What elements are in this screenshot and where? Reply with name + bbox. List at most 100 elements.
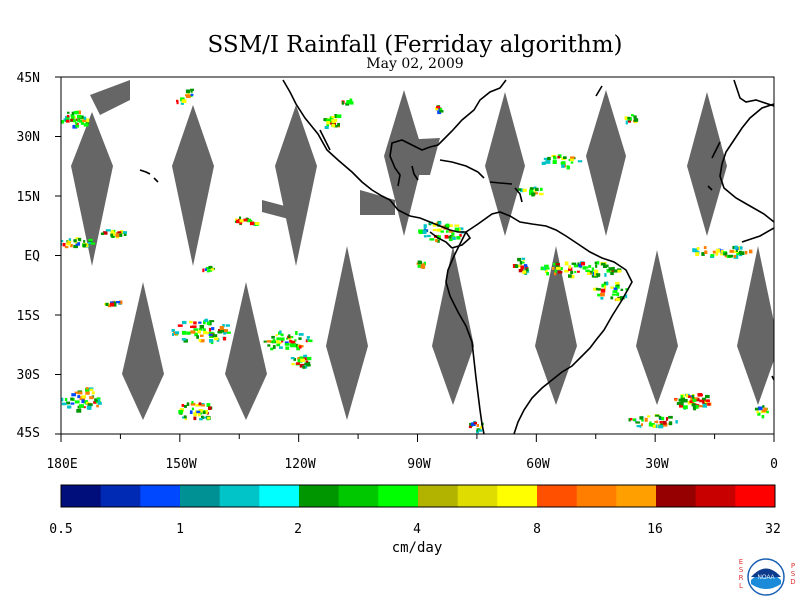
colorbar-swatch: [299, 485, 340, 507]
rain-cell: [325, 118, 331, 122]
rain-cell: [346, 100, 352, 104]
rain-cell: [633, 115, 637, 119]
rain-cell: [692, 398, 697, 402]
rain-cell: [190, 90, 193, 93]
rain-cell: [644, 417, 648, 422]
rain-cell: [184, 405, 187, 408]
rain-cell: [77, 395, 81, 399]
rain-cell: [436, 105, 440, 109]
rain-cell: [454, 227, 460, 232]
rain-cell: [71, 393, 76, 397]
rain-cell: [564, 269, 569, 273]
rain-cell: [183, 339, 188, 343]
rain-cell: [75, 237, 79, 240]
rain-cell: [529, 189, 534, 192]
rain-cell: [436, 228, 442, 232]
rain-cell: [636, 425, 641, 428]
rain-cell: [640, 423, 644, 427]
rain-cell: [117, 231, 122, 234]
rain-cell: [330, 121, 333, 125]
rain-cell: [529, 187, 534, 190]
rain-cell: [190, 88, 194, 91]
rain-cell: [198, 321, 202, 324]
rain-cell: [595, 264, 598, 268]
rain-cell: [600, 292, 605, 297]
rain-cell: [570, 156, 575, 159]
rain-cell: [518, 269, 524, 273]
rain-cell: [520, 188, 524, 193]
rain-cell: [263, 340, 267, 343]
rain-cell: [692, 406, 696, 410]
rain-cell: [63, 118, 67, 122]
rain-cell: [595, 273, 601, 276]
rain-cell: [123, 231, 128, 234]
rain-cell: [96, 397, 101, 401]
rain-cell: [249, 219, 253, 223]
rain-cell: [544, 264, 549, 268]
lon-label-90w: 90W: [407, 457, 431, 472]
rain-cell: [194, 332, 199, 337]
rain-cell: [177, 324, 183, 327]
rain-cell: [335, 118, 338, 122]
rain-cell: [604, 273, 607, 277]
no-data-swath: [90, 80, 130, 115]
rain-cell: [275, 334, 278, 337]
rain-cell: [479, 426, 484, 429]
rain-cell: [439, 108, 443, 112]
rain-cell: [615, 298, 620, 302]
rain-cell: [182, 320, 187, 325]
rain-cell: [341, 101, 344, 105]
rain-cell: [79, 115, 84, 119]
rain-cell: [620, 288, 624, 292]
rain-cell: [100, 232, 104, 236]
rain-cell: [546, 272, 550, 276]
rain-cell: [78, 391, 83, 395]
rain-cell: [553, 156, 557, 160]
rain-cell: [674, 398, 678, 402]
rain-cell: [660, 421, 663, 426]
rain-cell: [337, 122, 341, 127]
rain-cell: [610, 286, 614, 289]
rain-cell: [699, 399, 703, 403]
rain-cell: [596, 288, 601, 291]
rain-cell: [661, 416, 665, 421]
rain-cell: [610, 296, 614, 300]
rain-cell: [70, 397, 74, 401]
rain-cell: [295, 343, 298, 348]
lon-label-120w: 120W: [284, 457, 316, 472]
rain-cell: [454, 224, 460, 227]
rain-cell: [522, 270, 527, 274]
rain-cell: [734, 245, 738, 250]
colorbar-swatch: [259, 485, 300, 507]
lon-label-150w: 150W: [165, 457, 197, 472]
rain-cell: [552, 267, 555, 270]
rain-cell: [267, 344, 271, 347]
colorbar: [60, 484, 776, 508]
rain-cell: [680, 401, 684, 406]
rain-cell: [639, 416, 644, 420]
colorbar-swatch: [100, 485, 141, 507]
noaa-emblem: NOAA: [747, 558, 785, 596]
rain-cell: [91, 391, 95, 395]
rain-cell: [556, 266, 561, 270]
colorbar-swatch: [140, 485, 181, 507]
no-data-swath: [432, 246, 474, 405]
no-data-swath: [737, 246, 774, 405]
rain-cell: [66, 116, 70, 120]
rain-cell: [212, 334, 218, 338]
rain-cell: [208, 333, 213, 336]
rain-cell: [71, 111, 74, 116]
rain-cell: [289, 339, 292, 343]
rain-cell: [110, 230, 115, 234]
rain-cell: [632, 418, 636, 422]
no-data-swath: [71, 112, 113, 266]
lon-label-60w: 60W: [526, 457, 550, 472]
rain-cell: [683, 399, 688, 403]
rain-cell: [590, 270, 593, 275]
rain-cell: [616, 284, 620, 287]
rain-cell: [628, 418, 631, 422]
rain-cell: [305, 360, 309, 363]
rain-cell: [74, 122, 78, 125]
rain-cell: [540, 187, 543, 191]
rain-cell: [582, 266, 586, 270]
